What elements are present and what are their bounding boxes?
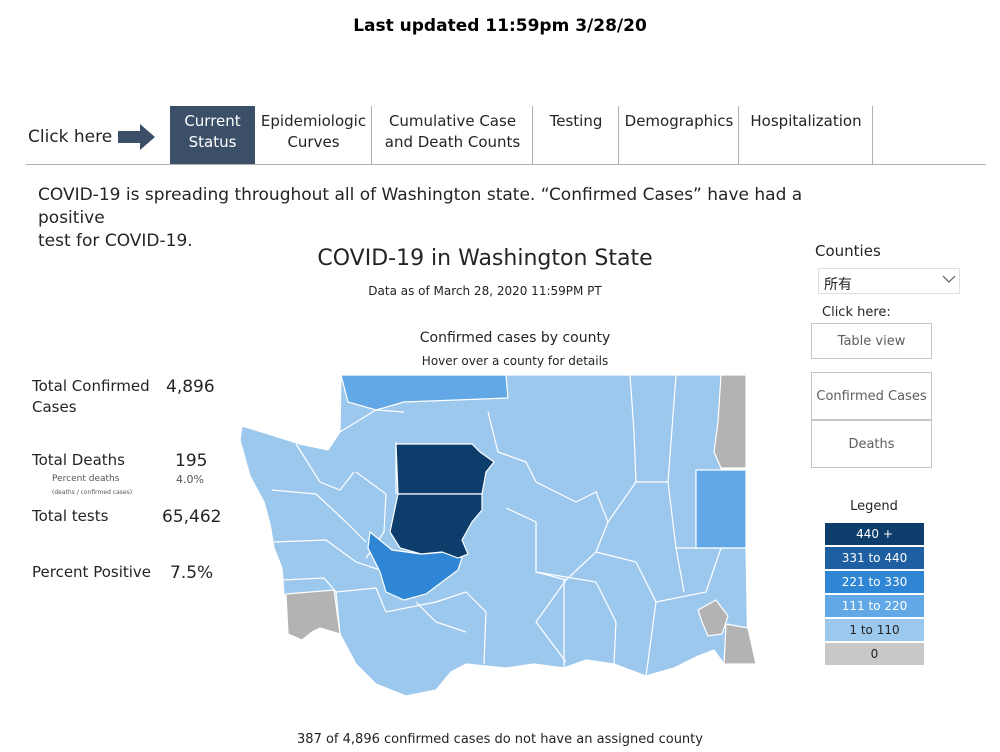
legend-item: 1 to 110 [825, 619, 924, 641]
tab-label-line1: Current [184, 112, 241, 130]
map-heading: Confirmed cases by county [419, 330, 611, 346]
county-asotin [723, 623, 756, 665]
county-pend-oreille [713, 374, 747, 469]
tab-label-line1: Testing [549, 112, 603, 130]
percent-positive-label: Percent Positive [32, 563, 152, 581]
tab-current-status[interactable]: Current Status [170, 106, 255, 164]
tab-label-line2: and Death Counts [384, 133, 521, 151]
total-confirmed-label-line: Cases [32, 398, 77, 416]
legend-title: Legend [850, 499, 898, 514]
tab-testing[interactable]: Testing [534, 106, 619, 164]
tab-cumulative-counts[interactable]: Cumulative Case and Death Counts [373, 106, 533, 164]
map-title: COVID-19 in Washington State [317, 246, 653, 271]
county-king [389, 493, 483, 559]
county-wahkiakum [285, 589, 341, 641]
map-subtitle: Data as of March 28, 2020 11:59PM PT [368, 284, 602, 298]
intro-line: test for COVID-19. [38, 231, 193, 251]
nav-divider [26, 164, 986, 165]
tab-label-line1: Cumulative Case [388, 112, 517, 130]
deaths-button[interactable]: Deaths [811, 420, 932, 468]
counties-dropdown[interactable]: 所有 [818, 268, 960, 294]
percent-deaths-value: 4.0% [176, 473, 204, 486]
intro-line: COVID-19 is spreading throughout all of … [38, 185, 803, 228]
click-here-label: Click here [28, 127, 113, 147]
legend-item: 0 [825, 643, 924, 665]
total-tests-label: Total tests [32, 507, 109, 525]
county-base [239, 374, 749, 697]
intro-text: COVID-19 is spreading throughout all of … [38, 184, 838, 253]
tab-label-line1: Demographics [624, 112, 734, 130]
washington-county-map[interactable] [236, 372, 756, 702]
tab-demographics[interactable]: Demographics [620, 106, 739, 164]
map-hint: Hover over a county for details [421, 354, 609, 368]
legend-item: 440 + [825, 523, 924, 545]
chevron-down-icon [942, 275, 956, 283]
tab-epidemiologic-curves[interactable]: Epidemiologic Curves [256, 106, 372, 164]
tab-label-line2: Curves [287, 133, 340, 151]
counties-label: Counties [815, 242, 881, 260]
county-whatcom [340, 374, 509, 411]
total-confirmed-label: Total Confirmed Cases [32, 376, 150, 418]
percent-deaths-note: (deaths / confirmed cases) [52, 489, 133, 496]
tab-label-line1: Epidemiologic [260, 112, 367, 130]
county-snohomish [395, 443, 495, 495]
last-updated-banner: Last updated 11:59pm 3/28/20 [353, 16, 647, 36]
total-confirmed-label-line: Total Confirmed [32, 377, 150, 395]
table-view-button[interactable]: Table view [811, 323, 932, 359]
tab-hospitalization[interactable]: Hospitalization [740, 106, 873, 164]
total-deaths-label: Total Deaths [32, 451, 125, 469]
percent-positive-value: 7.5% [170, 563, 214, 583]
legend-item: 331 to 440 [825, 547, 924, 569]
percent-deaths-label: Percent deaths [52, 474, 120, 484]
unassigned-footnote: 387 of 4,896 confirmed cases do not have… [297, 732, 703, 747]
tab-label-line2: Status [188, 133, 237, 151]
total-tests-value: 65,462 [162, 507, 222, 527]
confirmed-cases-button[interactable]: Confirmed Cases [811, 372, 932, 420]
legend-item: 111 to 220 [825, 595, 924, 617]
legend-item: 221 to 330 [825, 571, 924, 593]
right-arrow-icon [118, 124, 155, 150]
county-spokane [695, 469, 747, 549]
total-confirmed-value: 4,896 [166, 377, 215, 397]
click-here-caption: Click here: [822, 305, 891, 320]
tab-label-line1: Hospitalization [750, 112, 862, 130]
county-garfield [697, 599, 729, 637]
total-deaths-value: 195 [175, 451, 208, 471]
